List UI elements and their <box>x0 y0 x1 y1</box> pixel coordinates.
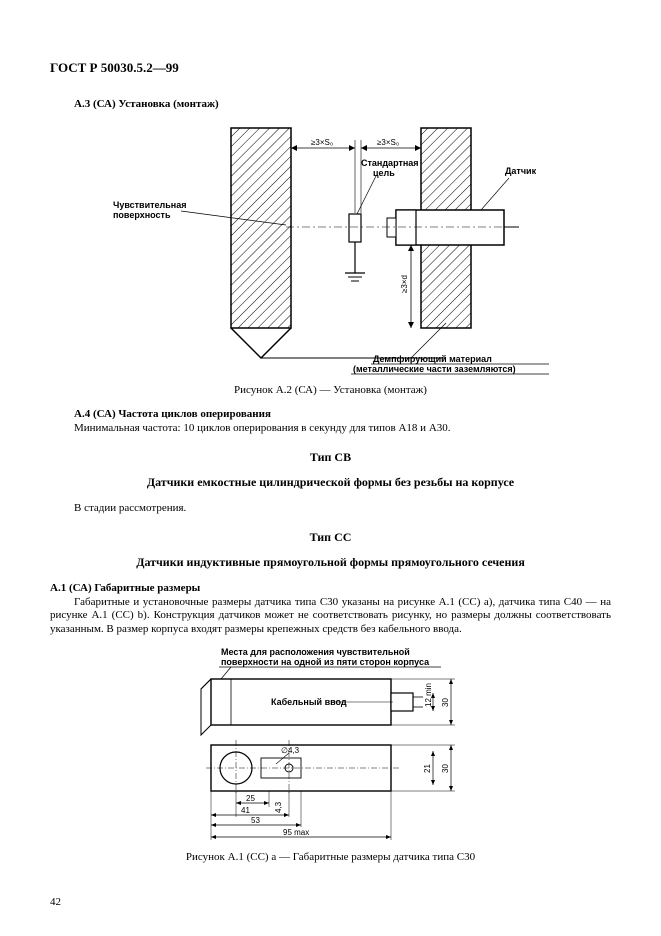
dim-43: 4,3 <box>274 801 283 813</box>
figure-a2: ≥3×S₀ ≥3×S₀ ≥3×d Чувствительная поверхно… <box>50 118 611 378</box>
label-std-target-1: Стандартная <box>361 158 419 168</box>
dim-25: 25 <box>246 794 255 803</box>
figure-a1cc-svg: Места для расположения чувствительной по… <box>161 645 501 845</box>
dim-30a: 30 <box>441 697 450 706</box>
section-a3-title: А.3 (СА) Установка (монтаж) <box>74 98 611 110</box>
type-cb-body: В стадии рассмотрения. <box>50 502 611 516</box>
standard-code: ГОСТ Р 50030.5.2—99 <box>50 60 611 76</box>
label-damp-1: Демпфирующий материал <box>373 354 492 364</box>
top-note-2: поверхности на одной из пяти сторон корп… <box>221 657 430 667</box>
top-note-1: Места для расположения чувствительной <box>221 647 410 657</box>
label-sens-surface-2: поверхность <box>113 210 171 220</box>
section-a4-text: Минимальная частота: 10 циклов оперирова… <box>50 422 611 436</box>
dim-top-left: ≥3×S₀ <box>311 138 333 147</box>
dim-side: ≥3×d <box>400 275 409 293</box>
section-a1cc-title: А.1 (СА) Габаритные размеры <box>50 582 611 594</box>
type-cb-heading: Тип СВ <box>50 450 611 465</box>
section-a1cc-p1: Габаритные и установочные размеры датчик… <box>50 596 611 637</box>
cable-entry: Кабельный ввод <box>271 697 347 707</box>
page-container: ГОСТ Р 50030.5.2—99 А.3 (СА) Установка (… <box>0 0 661 936</box>
dim-d43: ∅4,3 <box>281 746 300 755</box>
dim-top-right: ≥3×S₀ <box>377 138 399 147</box>
dim-30b: 30 <box>441 763 450 772</box>
dim-53: 53 <box>251 816 260 825</box>
label-std-target-2: цель <box>373 168 395 178</box>
type-cc-sub: Датчики индуктивные прямоугольной формы … <box>50 555 611 570</box>
label-sensor: Датчик <box>505 166 537 176</box>
figure-a2-svg: ≥3×S₀ ≥3×S₀ ≥3×d Чувствительная поверхно… <box>111 118 551 378</box>
section-a4-title: А.4 (СА) Частота циклов оперирования <box>74 408 611 420</box>
dim-12min: 12 min <box>424 683 433 707</box>
label-sens-surface-1: Чувствительная <box>113 200 186 210</box>
type-cc-heading: Тип СС <box>50 530 611 545</box>
type-cb-sub: Датчики емкостные цилиндрической формы б… <box>50 475 611 490</box>
dim-41: 41 <box>241 806 250 815</box>
label-damp-2: (металлические части заземляются) <box>353 364 516 374</box>
figure-a2-caption: Рисунок А.2 (СА) — Установка (монтаж) <box>50 384 611 396</box>
dim-21: 21 <box>423 763 432 772</box>
page-number: 42 <box>50 896 61 908</box>
figure-a1cc: Места для расположения чувствительной по… <box>50 645 611 845</box>
dim-95max: 95 max <box>283 828 309 837</box>
figure-a1cc-caption: Рисунок А.1 (СС) а — Габаритные размеры … <box>50 851 611 863</box>
